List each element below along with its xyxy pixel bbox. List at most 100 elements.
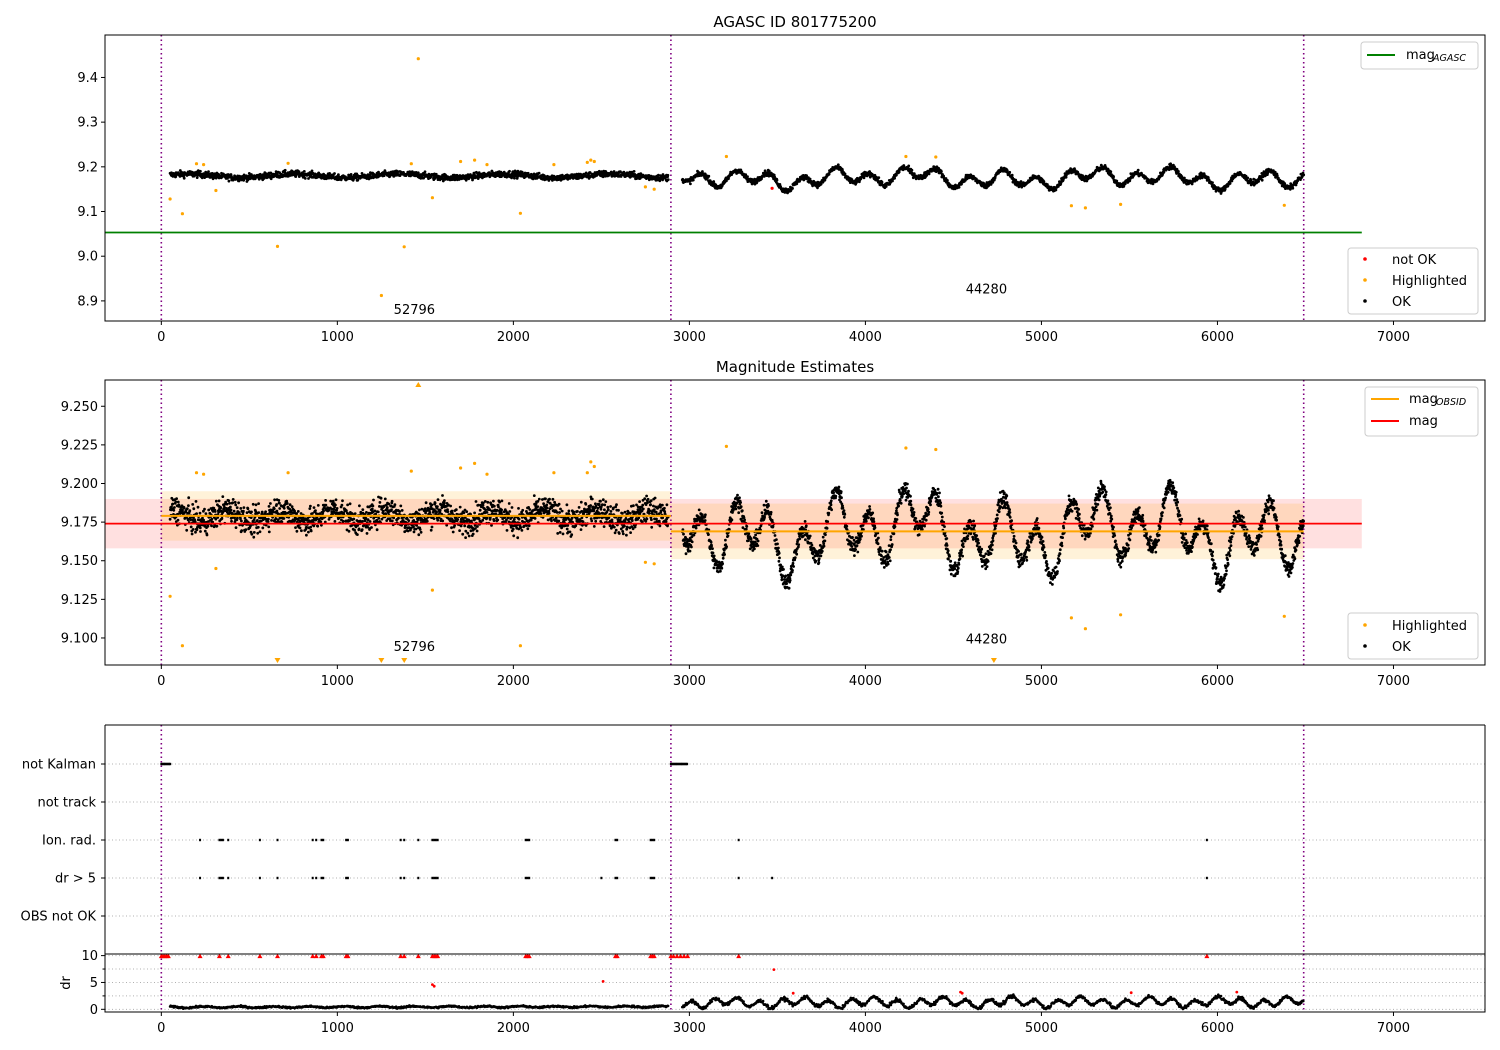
highlighted-point <box>214 188 218 193</box>
legend-point-swatch <box>1363 278 1367 282</box>
p2-xtick-label: 6000 <box>1201 674 1234 689</box>
highlighted-point <box>485 472 489 476</box>
panel-agasc-magnitude: 52796 44280 0 1000 2000 3000 4000 5000 6000 7000 8… <box>77 34 1486 345</box>
p4-xtick-label: 0 <box>157 1021 165 1036</box>
dr-over-limit-marker <box>685 953 691 959</box>
flag-mark <box>322 876 325 880</box>
flag-mark <box>227 838 230 842</box>
offscale-high-marker <box>415 382 422 387</box>
flag-mark <box>434 876 437 880</box>
flag-mark <box>524 876 527 880</box>
legend-bottom-box <box>1347 247 1479 315</box>
p2-xtick-label: 2000 <box>497 674 530 689</box>
highlighted-point <box>589 460 593 464</box>
flag-mark <box>737 876 740 880</box>
offscale-low-marker <box>401 658 408 663</box>
flag-mark <box>165 762 168 766</box>
highlighted-point <box>1083 627 1087 631</box>
legend-line-label: mag <box>1409 414 1438 429</box>
flag-row-label: not track <box>37 796 96 811</box>
highlighted-point <box>473 158 477 162</box>
p1-ytick-label: 9.2 <box>77 160 98 175</box>
flag-mark <box>220 838 223 842</box>
highlighted-point <box>168 197 172 201</box>
p4-xtick-label: 1000 <box>321 1021 354 1036</box>
flag-mark <box>311 876 314 880</box>
flag-mark <box>649 876 652 880</box>
highlighted-point <box>724 154 729 159</box>
p2-xtick-label: 5000 <box>1025 674 1058 689</box>
flag-mark <box>614 876 617 880</box>
dr-not-ok-point <box>1129 991 1133 995</box>
highlighted-point <box>518 211 523 215</box>
flag-mark <box>436 876 439 880</box>
dr-not-ok-point <box>772 968 776 971</box>
highlighted-point <box>934 447 938 452</box>
not-ok-point <box>770 186 774 190</box>
highlighted-point <box>652 187 656 191</box>
p4-xtick-label: 6000 <box>1201 1021 1234 1036</box>
dr-over-limit-marker <box>313 953 319 959</box>
flag-mark <box>221 838 224 842</box>
flag-mark <box>678 762 681 766</box>
flag-mark <box>160 762 163 766</box>
p1-xtick-label: 0 <box>157 330 165 345</box>
dr-over-limit-marker <box>401 953 407 959</box>
flag-mark <box>403 876 406 880</box>
obsid-label: 44280 <box>966 283 1007 298</box>
highlighted-point <box>430 588 434 592</box>
flag-mark <box>433 838 436 842</box>
flag-mark <box>166 762 169 766</box>
flag-mark <box>258 838 261 842</box>
flag-mark <box>673 762 676 766</box>
dr-over-limit-marker <box>671 953 677 959</box>
highlighted-point <box>1069 616 1073 620</box>
p1-ytick-label: 9.1 <box>77 205 98 220</box>
p4-xtick-label: 2000 <box>497 1021 530 1036</box>
highlighted-point <box>1083 206 1087 210</box>
dr-over-limit-marker <box>320 953 326 959</box>
dr-over-limit-marker <box>257 953 263 959</box>
p2-xtick-label: 0 <box>157 674 165 689</box>
obsid-label: 52796 <box>394 640 435 655</box>
highlighted-point <box>643 560 648 564</box>
p1-xtick-label: 7000 <box>1377 330 1410 345</box>
p4-xtick-label: 4000 <box>849 1021 882 1036</box>
highlighted-point <box>409 469 413 473</box>
highlighted-point <box>904 446 908 450</box>
flag-mark <box>433 876 436 880</box>
flag-mark <box>649 838 652 842</box>
highlighted-point <box>286 161 290 165</box>
flag-mark <box>417 838 420 842</box>
p1-xtick-label: 5000 <box>1025 330 1058 345</box>
flag-mark <box>258 876 261 880</box>
flag-mark <box>322 838 325 842</box>
dr-over-limit-marker <box>165 953 171 959</box>
flag-mark <box>526 838 529 842</box>
legend-point-label: not OK <box>1392 253 1437 268</box>
dr-over-limit-marker <box>736 953 742 959</box>
p2-xtick-label: 7000 <box>1377 674 1410 689</box>
highlighted-point <box>552 471 556 475</box>
dr-over-limit-marker <box>1204 953 1210 959</box>
figure-title: AGASC ID 801775200 <box>713 13 876 31</box>
panel2-title: Magnitude Estimates <box>716 358 874 376</box>
legend-mag-agasc-sub: AGASC <box>1432 53 1466 64</box>
flag-mark <box>345 876 348 880</box>
flag-mark <box>431 876 434 880</box>
highlighted-point <box>485 163 489 167</box>
flag-mark <box>221 876 224 880</box>
flag-mark <box>168 762 172 766</box>
legend-point-label: Highlighted <box>1392 619 1467 634</box>
p1-frame <box>104 34 1486 322</box>
flag-mark <box>403 838 406 842</box>
highlighted-point <box>416 57 420 61</box>
p1-xtick-label: 4000 <box>849 330 882 345</box>
flag-mark <box>653 876 656 880</box>
flag-mark <box>683 762 686 766</box>
flag-mark <box>199 876 202 880</box>
dr-over-limit-marker <box>197 953 203 959</box>
highlighted-point <box>202 472 206 476</box>
flag-mark <box>315 876 318 880</box>
highlighted-point <box>585 160 589 164</box>
